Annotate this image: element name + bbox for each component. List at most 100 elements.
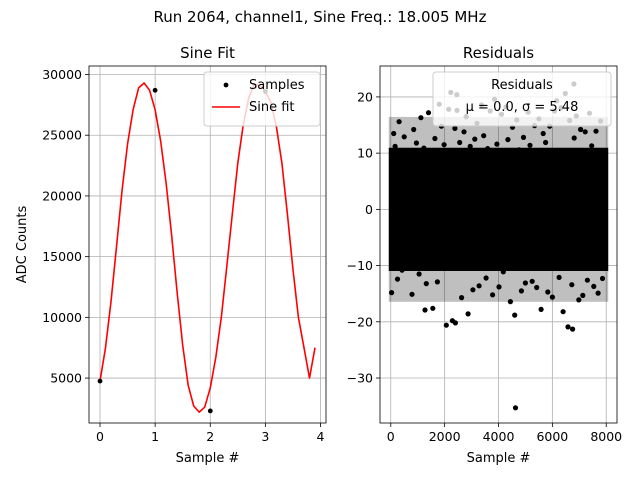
sine-fit-x-tick-label: 3 [261, 429, 269, 444]
sine-fit-x-tick-label: 4 [317, 429, 325, 444]
sine-fit-legend-label: Samples [249, 78, 305, 93]
residuals-data-point [516, 147, 522, 153]
residuals-x-tick-label: 2000 [429, 429, 461, 444]
residuals-data-point [407, 157, 413, 164]
sine-fit-y-tick-label: 20000 [42, 188, 82, 203]
sine-fit-legend: Samples Sine fit [203, 71, 321, 127]
residuals-data-point [443, 322, 449, 328]
residuals-data-point [560, 309, 566, 315]
residuals-data-point [584, 277, 591, 283]
residuals-data-point [470, 287, 476, 293]
residuals-data-point [409, 291, 415, 297]
sine-fit-data-point [207, 408, 213, 414]
residuals-axes: 0 2000 4000 6000 8000 −30 −20 −10 0 10 20 Residual… [347, 44, 623, 466]
residuals-data-point [543, 139, 549, 146]
sine-fit-x-tick-label: 1 [151, 429, 159, 444]
residuals-data-point [496, 284, 502, 290]
residuals-data-point [457, 139, 463, 146]
residuals-data-point [512, 405, 519, 411]
residuals-y-tick-label: 10 [357, 146, 373, 161]
residuals-data-point [545, 289, 551, 295]
residuals-data-point [459, 295, 465, 301]
residuals-data-point [578, 126, 584, 133]
residuals-data-point [428, 151, 434, 157]
residuals-y-tick-label: 0 [365, 202, 373, 217]
sine-fit-x-tick-label: 2 [206, 429, 214, 444]
residuals-data-point [529, 278, 535, 284]
residuals-data-point [401, 134, 407, 140]
sine-fit-legend-marker [223, 82, 229, 88]
residuals-data-point [518, 288, 525, 294]
residuals-data-point [421, 145, 427, 151]
residuals-data-point [476, 283, 482, 289]
residuals-data-point [418, 115, 424, 121]
sine-fit-y-tick-label: 10000 [42, 310, 82, 325]
residuals-legend-box [432, 71, 612, 127]
residuals-x-tick-label: 6000 [536, 429, 568, 444]
residuals-data-point [430, 305, 436, 311]
residuals-data-point [425, 110, 432, 116]
sine-fit-axes-frame [88, 65, 327, 424]
residuals-data-point [512, 312, 518, 318]
residuals-legend: Residuals μ = 0.0, σ = 5.48 [432, 71, 612, 127]
residuals-y-tick-label: −10 [347, 258, 373, 273]
residuals-data-point [569, 282, 575, 288]
residuals-data-point [461, 129, 467, 135]
residuals-data-point [465, 311, 471, 317]
residuals-y-tick-label: −30 [347, 371, 373, 386]
residuals-data-point [394, 276, 401, 282]
residuals-data-point [441, 142, 447, 148]
residuals-x-tick-label: 4000 [483, 429, 515, 444]
residuals-x-axis-label: Sample # [467, 451, 531, 466]
residuals-data-point [520, 134, 527, 140]
residuals-data-point [472, 136, 478, 142]
sine-fit-y-tick-label: 15000 [42, 249, 82, 264]
residuals-data-point [413, 140, 419, 146]
residuals-data-point [505, 137, 511, 143]
residuals-data-point [417, 178, 423, 184]
residuals-dense-band [388, 147, 609, 271]
residuals-data-point [423, 281, 429, 287]
sine-fit-x-tick-label: 0 [96, 429, 104, 444]
residuals-data-point [536, 217, 542, 223]
residuals-data-point [391, 130, 397, 137]
residuals-data-point [392, 143, 398, 149]
figure-suptitle: Run 2064, channel1, Sine Freq.: 18.005 M… [154, 8, 487, 26]
sine-fit-spines [88, 65, 327, 424]
residuals-y-tick-label: −20 [347, 314, 373, 329]
residuals-ticks: 0 2000 4000 6000 8000 −30 −20 −10 0 10 20 [347, 89, 623, 444]
residuals-data-point [434, 279, 440, 285]
residuals-data-point [432, 135, 438, 142]
residuals-data-point [494, 141, 500, 147]
residuals-data-point [403, 260, 409, 266]
sine-fit-ticks: 0 1 2 3 4 5000 10000 15000 20000 25000 30000 [42, 67, 324, 444]
residuals-data-point [595, 233, 601, 239]
residuals-data-point [599, 275, 606, 282]
residuals-data-point [549, 294, 556, 300]
sine-fit-series-line [99, 82, 316, 413]
residuals-data-point [477, 242, 483, 248]
residuals-data-point [570, 326, 576, 332]
sine-fit-title: Sine Fit [180, 44, 235, 62]
sine-fit-legend-box [203, 71, 321, 127]
residuals-data-point [416, 271, 422, 277]
residuals-data-point [467, 143, 473, 149]
sine-fit-x-axis-label: Sample # [176, 451, 240, 466]
sine-fit-y-tick-label: 25000 [42, 128, 82, 143]
residuals-legend-label: μ = 0.0, σ = 5.48 [466, 100, 579, 115]
residuals-data-point [576, 297, 582, 303]
residuals-y-tick-label: 20 [357, 89, 373, 104]
residuals-data-point [422, 307, 428, 313]
residuals-data-point [404, 148, 411, 154]
sine-fit-axes: 0 1 2 3 4 5000 10000 15000 20000 25000 30000 Sine … [15, 44, 327, 466]
sine-fit-y-tick-label: 5000 [50, 371, 82, 386]
sine-fit-y-axis-label: ADC Counts [15, 206, 30, 284]
residuals-data-point [571, 135, 577, 141]
residuals-data-point [534, 284, 540, 291]
residuals-legend-label: Residuals [491, 78, 553, 93]
residuals-data-point [527, 142, 533, 148]
residuals-data-point [540, 130, 546, 137]
residuals-data-point [399, 267, 405, 273]
residuals-data-point [500, 269, 506, 275]
residuals-data-point [490, 292, 496, 298]
